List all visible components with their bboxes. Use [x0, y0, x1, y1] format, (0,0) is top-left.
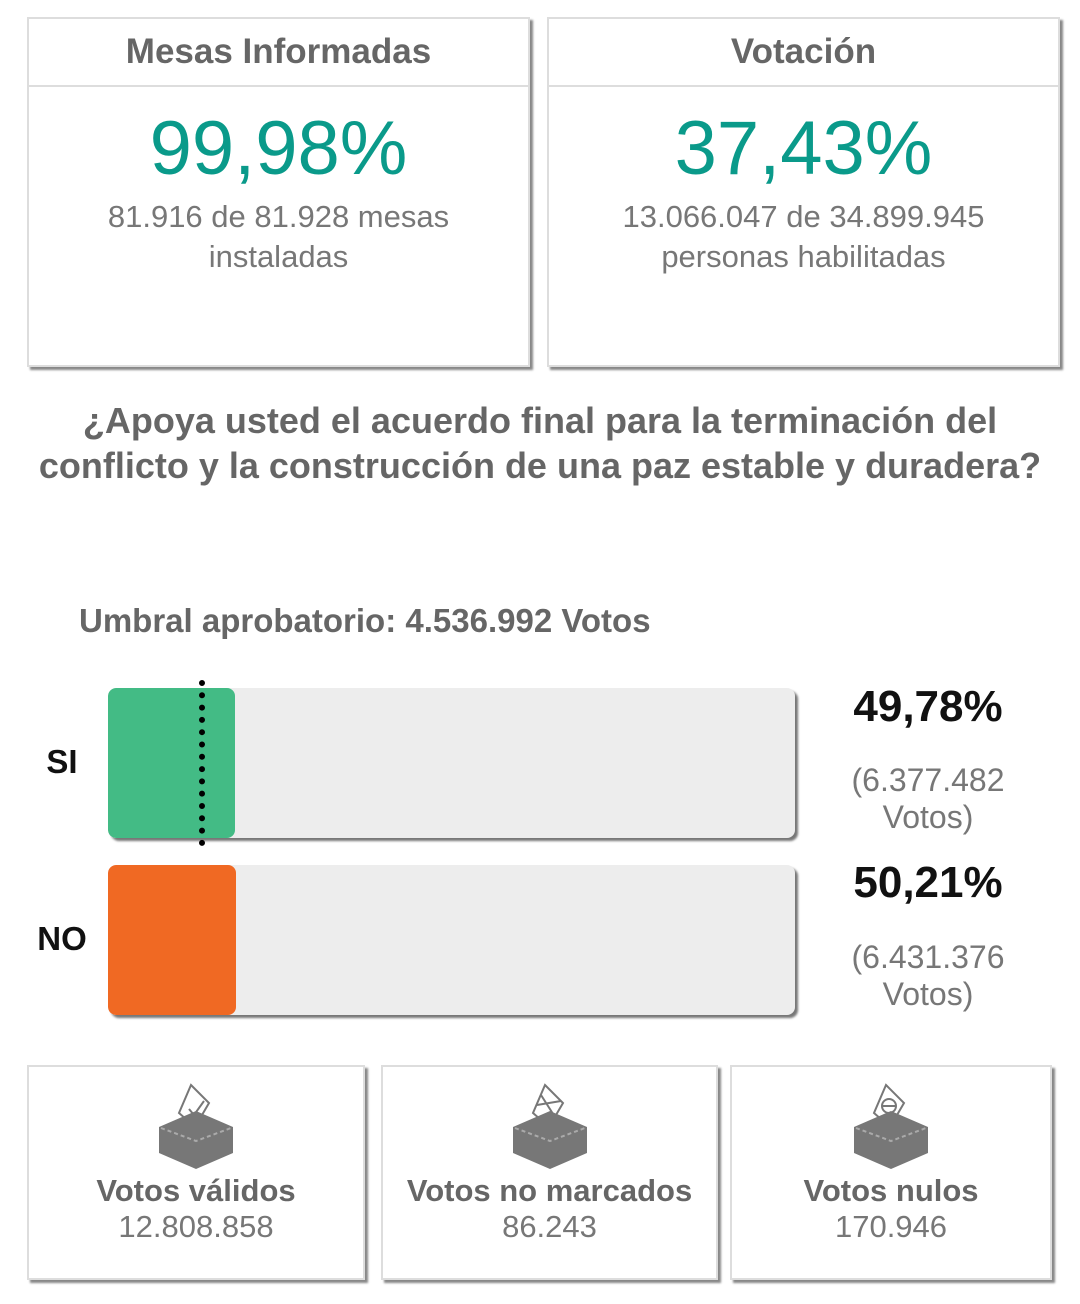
summary-value: 12.808.858	[118, 1209, 274, 1244]
summary-label: Votos no marcados	[406, 1173, 693, 1208]
votacion-detail: 13.066.047 de 34.899.945 personas habilit…	[622, 199, 985, 274]
no-bar-track	[108, 865, 795, 1015]
mesas-detail: 81.916 de 81.928 mesas instaladas	[107, 199, 450, 274]
si-bar-track	[108, 688, 795, 838]
card-title: Votación	[549, 19, 1058, 87]
question-text: ¿Apoya usted el acuerdo final para la te…	[38, 400, 1042, 486]
si-votes: (6.377.482 Votos)	[851, 762, 1005, 835]
votacion-card: Votación 37,43% 13.066.047 de 34.899.945…	[547, 17, 1060, 367]
summary-label: Votos válidos	[96, 1173, 296, 1208]
no-votes: (6.431.376 Votos)	[851, 939, 1005, 1012]
threshold-label: Umbral aprobatorio: 4.536.992 Votos	[79, 602, 651, 639]
ballot-box-envelope-icon	[512, 1083, 587, 1169]
no-bar-fill	[108, 865, 237, 1015]
summary-card-nulos: Votos nulos 170.946	[730, 1065, 1052, 1280]
ballot-box-null-icon	[854, 1083, 928, 1169]
mesas-informadas-card: Mesas Informadas 99,98% 81.916 de 81.928…	[27, 17, 530, 367]
option-label-si: SI	[46, 743, 78, 780]
si-percent: 49,78%	[853, 682, 1003, 731]
summary-card-no-marcados: Votos no marcados 86.243	[381, 1065, 718, 1280]
mesas-percent: 99,98%	[149, 106, 408, 191]
votacion-percent: 37,43%	[674, 106, 933, 191]
summary-card-validos: Votos válidos 12.808.858	[27, 1065, 365, 1280]
card-title: Mesas Informadas	[29, 19, 528, 87]
option-label-no: NO	[37, 920, 87, 957]
summary-value: 86.243	[502, 1209, 597, 1244]
threshold-marker	[199, 680, 206, 846]
no-percent: 50,21%	[853, 858, 1003, 907]
si-bar-fill	[108, 688, 236, 838]
ballot-box-check-icon	[159, 1083, 233, 1169]
summary-value: 170.946	[834, 1209, 948, 1244]
summary-label: Votos nulos	[803, 1173, 979, 1208]
